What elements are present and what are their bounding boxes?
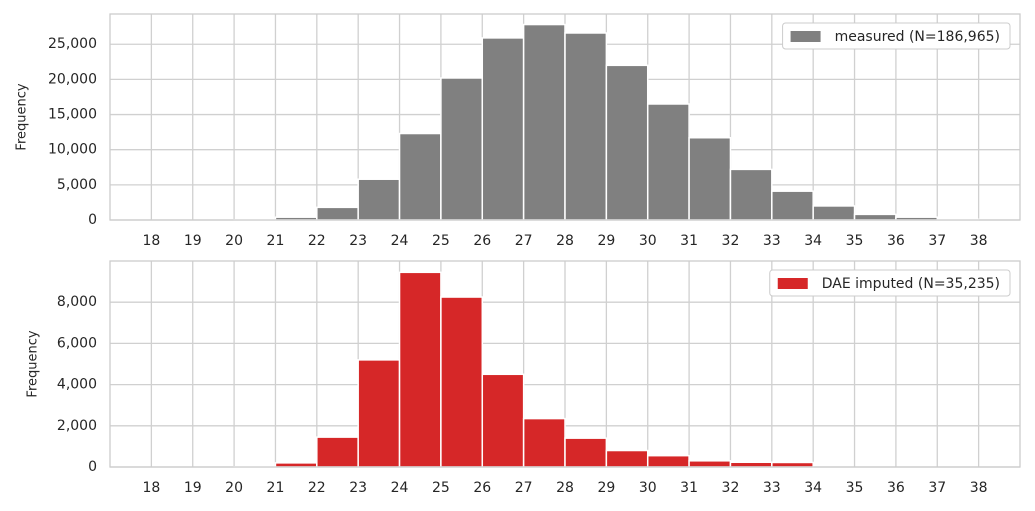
histogram-bar xyxy=(440,77,484,221)
histogram-bar xyxy=(771,461,814,468)
histogram-bar xyxy=(688,136,732,221)
y-axis-label: Frequency xyxy=(26,330,41,397)
legend-swatch xyxy=(777,278,808,289)
histogram-bar xyxy=(357,359,401,468)
x-tick-label: 24 xyxy=(391,233,409,249)
x-tick-label: 22 xyxy=(308,480,326,496)
x-tick-label: 29 xyxy=(597,233,615,249)
histogram-bar xyxy=(481,373,525,468)
histogram-bar xyxy=(440,296,484,468)
histogram-bar xyxy=(729,168,773,221)
x-tick-label: 21 xyxy=(267,480,285,496)
x-tick-label: 19 xyxy=(184,480,202,496)
histogram-bar xyxy=(522,417,566,468)
histogram-bar xyxy=(316,436,359,468)
x-tick-label: 25 xyxy=(432,233,450,249)
x-tick-label: 36 xyxy=(887,233,905,249)
x-tick-label: 26 xyxy=(473,480,491,496)
y-tick-label: 10,000 xyxy=(48,142,97,158)
histogram-bar xyxy=(729,461,773,468)
y-tick-label: 5,000 xyxy=(57,177,97,193)
histogram-bar xyxy=(398,132,442,221)
x-tick-label: 18 xyxy=(142,480,160,496)
y-tick-label: 15,000 xyxy=(48,107,97,123)
axes-frame xyxy=(109,260,1021,468)
y-tick-label: 2,000 xyxy=(57,418,97,434)
x-tick-label: 20 xyxy=(225,480,243,496)
histogram-bar xyxy=(316,206,359,221)
x-tick-label: 27 xyxy=(515,480,533,496)
histogram-bar xyxy=(771,190,814,221)
histogram-bar xyxy=(357,178,401,221)
axes-frame xyxy=(109,13,1021,221)
x-tick-label: 34 xyxy=(804,480,822,496)
x-tick-label: 33 xyxy=(763,480,781,496)
x-tick-label: 30 xyxy=(639,233,657,249)
x-tick-label: 28 xyxy=(556,480,574,496)
legend-box xyxy=(782,22,1011,50)
y-tick-label: 0 xyxy=(88,212,97,228)
x-tick-label: 35 xyxy=(846,233,864,249)
x-tick-label: 38 xyxy=(970,233,988,249)
x-tick-label: 28 xyxy=(556,233,574,249)
x-tick-label: 37 xyxy=(928,233,946,249)
y-tick-label: 4,000 xyxy=(57,377,97,393)
legend-label: measured (N=186,965) xyxy=(835,29,1000,45)
histogram-bar xyxy=(481,37,525,221)
histogram-bar xyxy=(853,213,897,221)
x-tick-label: 29 xyxy=(597,480,615,496)
x-tick-label: 36 xyxy=(887,480,905,496)
x-tick-label: 24 xyxy=(391,480,409,496)
histogram-bar xyxy=(688,460,732,468)
x-tick-label: 21 xyxy=(267,233,285,249)
histogram-bar xyxy=(812,205,856,221)
y-tick-label: 0 xyxy=(88,459,97,475)
x-tick-label: 27 xyxy=(515,233,533,249)
x-tick-label: 23 xyxy=(349,480,367,496)
x-tick-label: 37 xyxy=(928,480,946,496)
x-tick-label: 20 xyxy=(225,233,243,249)
x-tick-label: 32 xyxy=(722,233,740,249)
histogram-bar xyxy=(564,32,608,221)
legend-swatch xyxy=(790,31,821,42)
y-tick-label: 25,000 xyxy=(48,36,97,52)
x-tick-label: 32 xyxy=(722,480,740,496)
y-tick-label: 20,000 xyxy=(48,71,97,87)
x-tick-label: 31 xyxy=(680,480,698,496)
x-tick-label: 30 xyxy=(639,480,657,496)
y-tick-label: 8,000 xyxy=(57,294,97,310)
y-axis-label: Frequency xyxy=(15,83,30,150)
x-tick-label: 38 xyxy=(970,480,988,496)
x-tick-label: 33 xyxy=(763,233,781,249)
x-tick-label: 18 xyxy=(142,233,160,249)
histogram-bar xyxy=(522,23,566,221)
x-tick-label: 25 xyxy=(432,480,450,496)
y-tick-label: 6,000 xyxy=(57,335,97,351)
histogram-bar xyxy=(646,103,690,221)
histogram-bar xyxy=(605,64,649,221)
x-tick-label: 19 xyxy=(184,233,202,249)
histogram-bar xyxy=(605,449,649,468)
x-tick-label: 26 xyxy=(473,233,491,249)
x-tick-label: 22 xyxy=(308,233,326,249)
histogram-bar xyxy=(646,454,690,468)
x-tick-label: 35 xyxy=(846,480,864,496)
x-tick-label: 23 xyxy=(349,233,367,249)
x-tick-label: 34 xyxy=(804,233,822,249)
legend-label: DAE imputed (N=35,235) xyxy=(822,276,1000,292)
histogram-bar xyxy=(564,437,608,468)
histogram-bar xyxy=(398,271,442,468)
legend-box xyxy=(769,269,1011,297)
x-tick-label: 31 xyxy=(680,233,698,249)
